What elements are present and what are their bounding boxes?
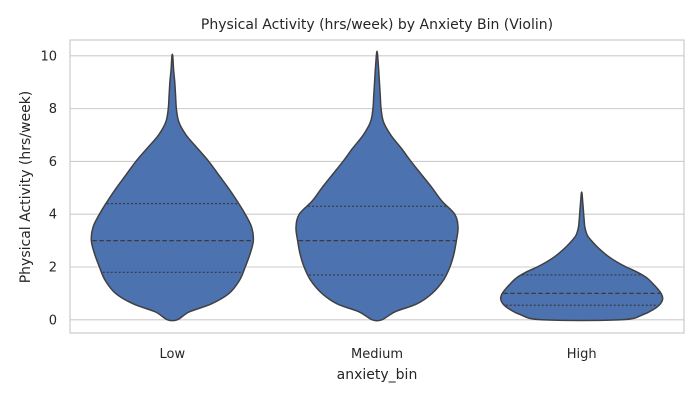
y-tick-label: 10 — [40, 49, 57, 64]
x-tick-label: Low — [160, 347, 186, 362]
y-tick-label: 0 — [49, 313, 57, 328]
y-tick-label: 8 — [49, 102, 57, 117]
y-tick-label: 6 — [49, 155, 57, 170]
y-axis-label: Physical Activity (hrs/week) — [18, 91, 34, 284]
violin-low — [90, 53, 255, 322]
x-tick-label: Medium — [351, 347, 403, 362]
chart-title: Physical Activity (hrs/week) by Anxiety … — [201, 17, 553, 33]
plot-frame — [69, 39, 685, 334]
violin-medium — [295, 50, 459, 322]
violins — [90, 50, 664, 322]
violin-high — [499, 191, 664, 322]
y-tick-labels: 0 2 4 6 8 10 — [40, 49, 57, 328]
x-tick-labels: Low Medium High — [160, 347, 597, 362]
y-tick-label: 4 — [49, 208, 57, 223]
y-tick-label: 2 — [49, 261, 57, 276]
x-axis-label: anxiety_bin — [337, 367, 418, 383]
x-tick-label: High — [567, 347, 597, 362]
